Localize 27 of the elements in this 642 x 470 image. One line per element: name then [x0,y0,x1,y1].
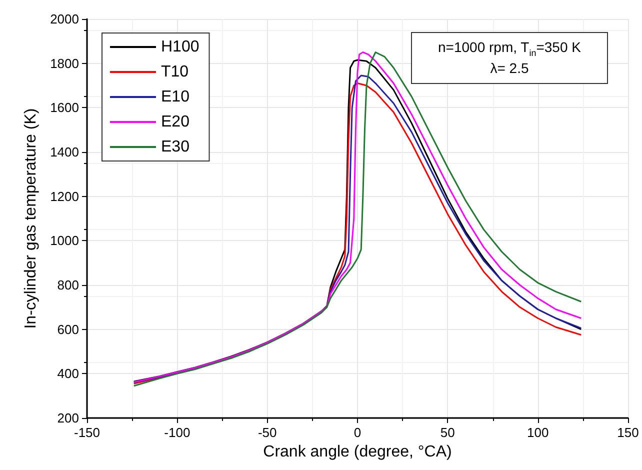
legend-label: E20 [161,114,190,130]
x-tick-label: -50 [258,425,277,440]
note-box: n=1000 rpm, T$_{in}$=350 K λ= 2.5 [411,32,608,84]
y-tick-label: 1600 [50,100,79,116]
y-tick-label: 800 [57,278,79,292]
legend-label: E30 [161,138,190,156]
y-axis-title: In-cylinder gas temperature (K) [22,108,40,329]
legend-label: E10 [161,88,190,106]
y-tick-label: 1200 [50,188,79,204]
y-tick-label: 400 [57,366,79,382]
annotation: n=1000 rpm, T$_{in}$=350 K [437,38,582,58]
y-tick-label: 600 [57,322,79,337]
x-tick-label: 100 [526,425,549,440]
x-axis-title: Crank angle (degree, °CA) [263,443,452,460]
annotation: λ= 2.5 [489,59,530,78]
y-tick-label: 1000 [50,233,79,248]
y-tick-label: 1800 [50,56,79,71]
x-tick-label: 0 [354,425,362,440]
y-tick-label: 200 [57,410,79,426]
y-tick-label: 2000 [50,12,79,26]
x-tick-label: -100 [164,425,190,440]
legend-label: H100 [161,38,200,56]
x-tick-label: 50 [440,425,455,440]
y-tick-label: 1400 [50,144,79,160]
x-tick-label: -150 [74,425,100,440]
x-tick-label: 150 [617,425,639,440]
legend-label: T10 [161,64,189,80]
